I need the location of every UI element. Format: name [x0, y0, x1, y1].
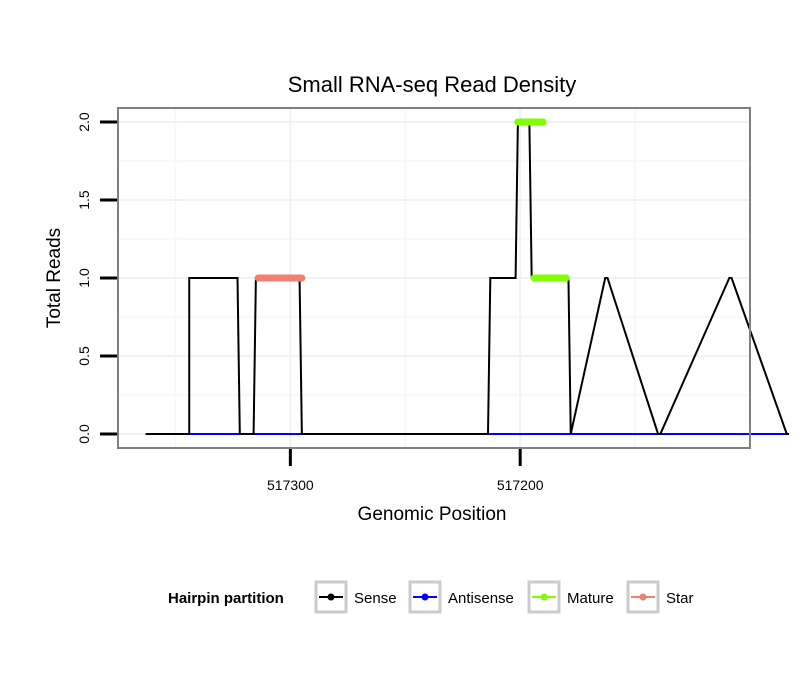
legend-key-point: [540, 593, 548, 601]
y-axis-ticks: 0.0 0.5 1.0 1.5 2.0: [76, 112, 117, 444]
legend-label: Antisense: [448, 590, 514, 607]
plot-border: [117, 107, 751, 449]
y-axis-title: Total Reads: [44, 228, 65, 328]
x-tick-label: 517300: [267, 477, 314, 493]
y-tick-label: 0.0: [76, 424, 92, 444]
legend-label: Sense: [354, 590, 397, 607]
legend-key-point: [639, 593, 647, 601]
legend-key-point: [421, 593, 429, 601]
legend-label: Mature: [567, 590, 614, 607]
legend: Hairpin partition Sense Antisense Mature St…: [168, 580, 694, 614]
x-tick-label: 517200: [497, 477, 544, 493]
x-axis-title: Genomic Position: [358, 504, 507, 525]
legend-title: Hairpin partition: [168, 590, 284, 607]
y-tick-label: 0.5: [76, 346, 92, 366]
y-tick-label: 1.5: [76, 190, 92, 210]
y-tick-label: 2.0: [76, 112, 92, 132]
x-axis-ticks: 517300 517200: [267, 449, 544, 493]
chart-title: Small RNA-seq Read Density: [288, 72, 577, 97]
legend-key-point: [327, 593, 335, 601]
legend-label: Star: [666, 590, 694, 607]
y-tick-label: 1.0: [76, 268, 92, 288]
data-series: [145, 118, 790, 435]
